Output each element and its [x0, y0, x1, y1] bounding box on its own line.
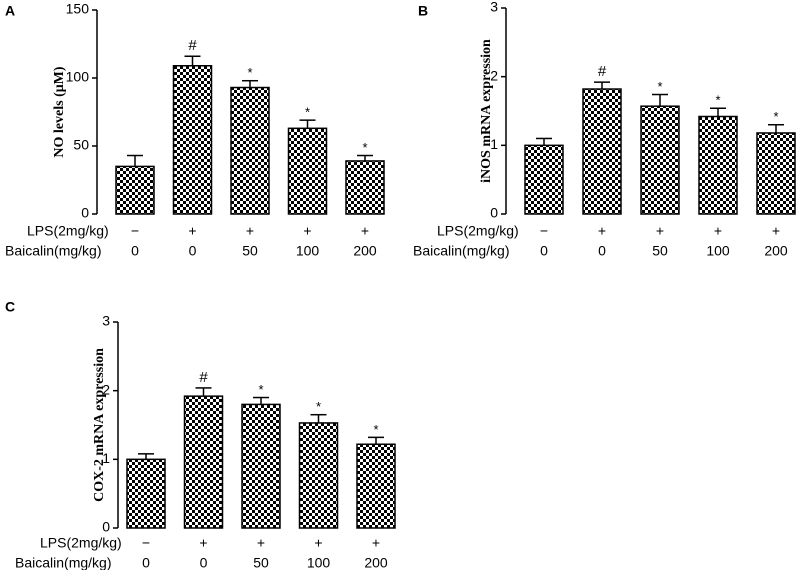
significance-mark: * [316, 399, 321, 414]
row-cell: + [246, 223, 254, 239]
row-cell: + [714, 223, 722, 239]
significance-mark: * [247, 65, 252, 80]
y-tick-label: 3 [102, 313, 110, 329]
bar [126, 458, 166, 529]
row-cell: − [540, 223, 548, 239]
bar [241, 403, 281, 529]
row-cell: + [199, 535, 207, 551]
row-cell: + [303, 223, 311, 239]
row-cell: 0 [540, 243, 548, 259]
significance-mark: * [305, 105, 310, 120]
row-cell: + [598, 223, 606, 239]
row-cell: 200 [353, 243, 377, 259]
row-cell: − [131, 223, 139, 239]
row-cell: − [142, 535, 150, 551]
significance-mark: * [657, 79, 662, 94]
y-tick-label: 150 [66, 1, 90, 17]
row-cell: 200 [764, 243, 788, 259]
significance-mark: * [773, 109, 778, 124]
row-cell: + [188, 223, 196, 239]
y-tick-label: 50 [73, 137, 89, 153]
panel-label: B [418, 3, 428, 19]
bar [582, 88, 622, 215]
row-cell: 50 [652, 243, 668, 259]
row-cell: + [257, 535, 265, 551]
row-cell: + [372, 535, 380, 551]
bar [115, 165, 155, 215]
y-tick-label: 2 [102, 381, 110, 397]
y-tick-label: 0 [490, 205, 498, 221]
y-tick-label: 1 [102, 450, 110, 466]
panel-label: A [5, 3, 15, 19]
row-label: LPS(2mg/kg) [27, 223, 109, 239]
row-cell: + [772, 223, 780, 239]
y-tick-label: 0 [102, 519, 110, 535]
row-cell: 200 [364, 555, 388, 570]
bar [230, 86, 270, 215]
row-cell: 50 [242, 243, 258, 259]
bar [298, 422, 339, 529]
row-cell: 100 [706, 243, 730, 259]
panel-label: C [5, 299, 15, 315]
bar [287, 127, 328, 215]
row-cell: 0 [131, 243, 139, 259]
bar [345, 160, 385, 215]
row-label: LPS(2mg/kg) [437, 223, 519, 239]
row-cell: 100 [296, 243, 320, 259]
significance-mark: # [188, 37, 197, 54]
y-tick-label: 3 [490, 0, 498, 15]
bar [698, 115, 738, 215]
row-cell: + [656, 223, 664, 239]
bar [172, 65, 213, 215]
bar [524, 144, 564, 215]
row-cell: 0 [200, 555, 208, 570]
significance-mark: # [199, 369, 208, 386]
bar [356, 443, 396, 529]
row-cell: + [314, 535, 322, 551]
bar [756, 132, 796, 215]
row-cell: 0 [189, 243, 197, 259]
significance-mark: * [715, 93, 720, 108]
row-label: Baicalin(mg/kg) [15, 555, 111, 570]
row-label: Baicalin(mg/kg) [5, 243, 101, 259]
row-cell: 0 [142, 555, 150, 570]
significance-mark: # [598, 63, 607, 80]
y-axis-label: iNOS mRNA expression [479, 39, 494, 183]
y-axis-label: COX-2 mRNA expression [92, 348, 107, 502]
bar [640, 105, 680, 215]
row-label: LPS(2mg/kg) [40, 535, 122, 551]
significance-mark: * [373, 422, 378, 437]
row-cell: 50 [253, 555, 269, 570]
y-tick-label: 2 [490, 67, 498, 83]
y-axis-label: NO levels (μM) [52, 66, 67, 157]
bar [183, 395, 224, 529]
significance-mark: * [258, 382, 263, 397]
significance-mark: * [362, 140, 367, 155]
row-label: Baicalin(mg/kg) [413, 243, 509, 259]
y-tick-label: 0 [81, 205, 89, 221]
y-tick-label: 1 [490, 136, 498, 152]
row-cell: + [361, 223, 369, 239]
row-cell: 0 [598, 243, 606, 259]
row-cell: 100 [307, 555, 331, 570]
y-tick-label: 100 [66, 69, 90, 85]
